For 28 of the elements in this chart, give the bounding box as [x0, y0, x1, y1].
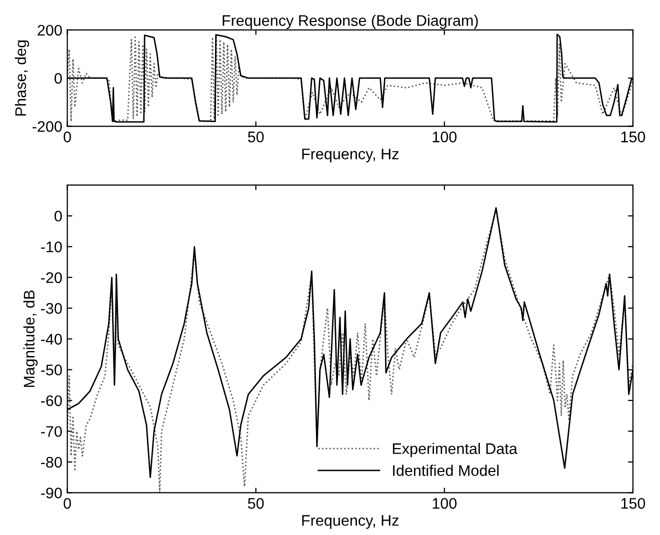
y-tick-label: -20	[41, 272, 62, 284]
y-axis-title: Phase, deg	[14, 40, 30, 116]
x-tick-label: 150	[621, 132, 646, 142]
y-tick-label: -50	[41, 364, 62, 376]
y-axis-title: Magnitude, dB	[23, 290, 38, 387]
x-tick-label: 50	[248, 498, 264, 509]
x-axis-title: Frequency, Hz	[302, 515, 398, 529]
legend-label: Experimental Data	[392, 442, 518, 458]
x-tick-label: 150	[621, 498, 646, 509]
y-tick-label: 200	[38, 24, 62, 36]
y-tick-label: 0	[54, 72, 62, 84]
y-tick-label: -90	[41, 488, 62, 498]
x-axis-title: Frequency, Hz	[302, 148, 398, 162]
y-tick-label: -30	[41, 303, 62, 314]
x-tick-label: 100	[432, 498, 457, 509]
y-tick-label: -80	[41, 456, 62, 468]
y-tick-label: -10	[41, 242, 62, 252]
x-tick-label: 50	[248, 132, 264, 142]
y-tick-label: -70	[41, 426, 62, 437]
x-tick-label: 0	[64, 132, 71, 142]
chart-title: Frequency Response (Bode Diagram)	[222, 14, 478, 29]
x-tick-label: 0	[64, 498, 71, 509]
x-tick-label: 100	[432, 132, 457, 142]
y-tick-label: -200	[32, 121, 62, 132]
y-tick-label: -40	[41, 334, 62, 345]
y-tick-label: 0	[54, 210, 62, 222]
legend-label: Identified Model	[393, 464, 499, 476]
y-tick-label: -60	[41, 395, 62, 406]
